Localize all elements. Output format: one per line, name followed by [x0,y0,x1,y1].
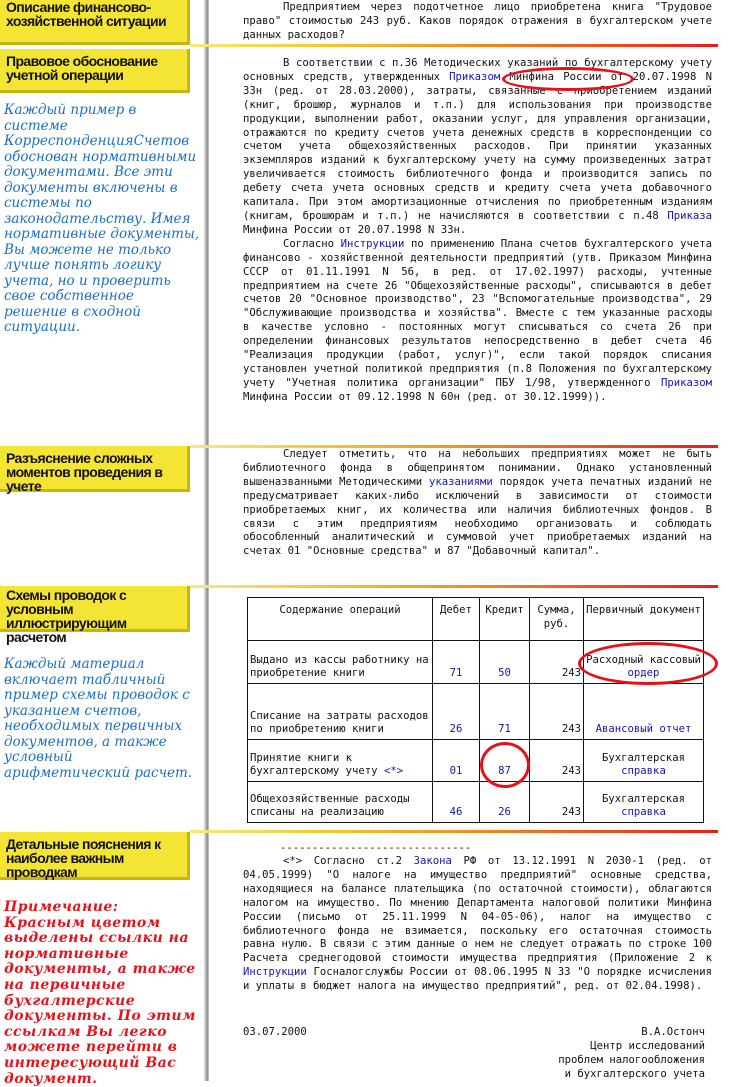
primary-document-link[interactable]: справка [621,806,666,819]
highlight-ellipse [578,642,718,685]
paragraph: Согласно Инструкции по применению Плана … [243,238,712,405]
org-line: и бухгалтерского учета [564,1068,705,1080]
col-operation: Содержание операций [247,597,433,641]
explain-text: Следует отметить, что на небольших предп… [243,448,712,559]
paragraph-text: порядок учета печатных изданий не предус… [243,475,712,558]
section-divider [190,445,718,448]
sum-cell: 243 [529,640,584,684]
table-row: Принятие книги к бухгалтерскому учету <*… [247,739,704,782]
primary-document-link[interactable]: Авансовый отчет [595,723,692,736]
document-link[interactable]: Инструкции [340,237,405,250]
paragraph: Предприятием через подотчетное лицо прио… [243,1,712,43]
footnote-separator: ------------------------------ [280,842,472,854]
paragraph-text: Минфина России от 09.12.1998 N 60н (ред.… [243,390,607,403]
vertical-divider [204,0,209,1081]
legal-text: В соответствии с п.36 Методических указа… [243,57,712,405]
document-link[interactable]: Приказом [449,70,501,83]
operation-cell: Выдано из кассы работнику на приобретени… [247,640,433,684]
operation-cell: Принятие книги к бухгалтерскому учету <*… [247,739,433,782]
col-debit: Дебет [432,597,480,641]
operation-text: Принятие книги к бухгалтерскому учету [250,751,384,778]
document-cell: Авансовый отчет [583,683,704,740]
paragraph-text: Предприятием через подотчетное лицо прио… [243,1,712,41]
credit-account-link[interactable]: 71 [479,683,530,740]
operation-cell: Общехозяйственные расходы списаны на реа… [247,781,433,823]
col-sum: Сумма, руб. [529,597,584,641]
credit-account-link[interactable]: 26 [479,781,530,823]
document-cell: Бухгалтерская справка [583,739,704,782]
sum-cell: 243 [529,781,584,823]
document-link[interactable]: Приказа [667,209,712,222]
paragraph-text: РФ от 13.12.1991 N 2030-1 (ред. от 04.05… [243,855,712,965]
credit-account-link[interactable]: 50 [479,640,530,684]
paragraph-text: Минфина России от 20.07.1998 N 33н. [243,223,467,236]
footnote-link[interactable]: <*> [383,765,404,778]
sidebar-note-red: Примечание: Красным цветом выделены ссыл… [4,899,196,1087]
sidebar [0,0,205,1081]
operation-text: Выдано из кассы работнику на приобретени… [250,653,429,680]
document-link[interactable]: Закона [413,855,452,867]
operation-text: Списание на затраты расходов по приобрет… [250,709,429,736]
highlight-ellipse [480,742,530,788]
document-link[interactable]: Инструкции [243,966,307,979]
paragraph: <*> Согласно ст.2 Закона РФ от 13.12.199… [243,855,712,994]
org-line: Центр исследований [590,1040,705,1052]
situation-text: Предприятием через подотчетное лицо прио… [243,1,712,43]
section-label-schemes: Схемы проводок с условным иллюстрирующим… [0,586,190,644]
postings-table: Содержание операций Дебет Кредит Сумма, … [247,597,704,823]
paragraph-text: Минфина России от 20.07.1998 N 33н (ред.… [243,70,713,222]
section-divider [190,830,718,833]
author: В.А.Остонч [641,1026,705,1038]
debit-account-link[interactable]: 26 [432,683,480,740]
table-row: Общехозяйственные расходы списаны на реа… [247,781,704,823]
col-document: Первичный документ [583,597,704,641]
document-cell: Бухгалтерская справка [583,781,704,823]
operation-cell: Списание на затраты расходов по приобрет… [247,683,433,740]
operation-text: Общехозяйственные расходы списаны на реа… [250,792,410,819]
paragraph-text: Согласно [283,237,341,250]
paragraph-text: по применению Плана счетов бухгалтерског… [243,237,712,389]
table-header-row: Содержание операций Дебет Кредит Сумма, … [247,597,704,641]
sidebar-note-schemes: Каждый материал включает табличный приме… [4,656,193,781]
document-text: Бухгалтерская [602,792,685,805]
section-label-explain: Разъяснение сложных моментов проведения … [0,446,190,493]
paragraph-text: <*> Согласно ст.2 [283,855,414,867]
footnote-text: <*> Согласно ст.2 Закона РФ от 13.12.199… [243,855,712,994]
sum-cell: 243 [529,683,584,740]
document-date: 03.07.2000 [243,1026,307,1038]
paragraph-text: В соответствии с п.36 Методических указа… [243,57,712,83]
section-label-details: Детальные пояснения к наиболее важным пр… [0,832,190,880]
debit-account-link[interactable]: 71 [432,640,480,684]
document-link[interactable]: указаниями [428,475,493,488]
section-label-legal: Правовое обоснование учетной операции [0,49,190,93]
debit-account-link[interactable]: 46 [432,781,480,823]
org-line: проблем налогообложения [558,1054,705,1066]
document-link[interactable]: Приказом [660,376,712,389]
sidebar-note-legal: Каждый пример в системе КорреспонденцияС… [4,102,200,335]
paragraph: Следует отметить, что на небольших предп… [243,448,712,559]
paragraph-text: Следует отметить, что на небольших предп… [243,448,712,488]
table-row: Списание на затраты расходов по приобрет… [247,683,704,740]
section-divider [190,44,718,47]
paragraph: В соответствии с п.36 Методических указа… [243,57,712,238]
section-label-situation: Описание финансово-хозяйственной ситуаци… [0,0,190,45]
document-text: Бухгалтерская [602,751,685,764]
paragraph-text: Госналогслужбы России от 08.06.1995 N 33… [243,966,712,993]
highlight-ellipse [502,67,634,91]
section-divider [190,585,718,588]
col-credit: Кредит [479,597,530,641]
author-org: Центр исследований проблем налогообложен… [243,1039,705,1081]
debit-account-link[interactable]: 01 [432,739,480,782]
sum-cell: 243 [529,739,584,782]
primary-document-link[interactable]: справка [621,765,666,778]
